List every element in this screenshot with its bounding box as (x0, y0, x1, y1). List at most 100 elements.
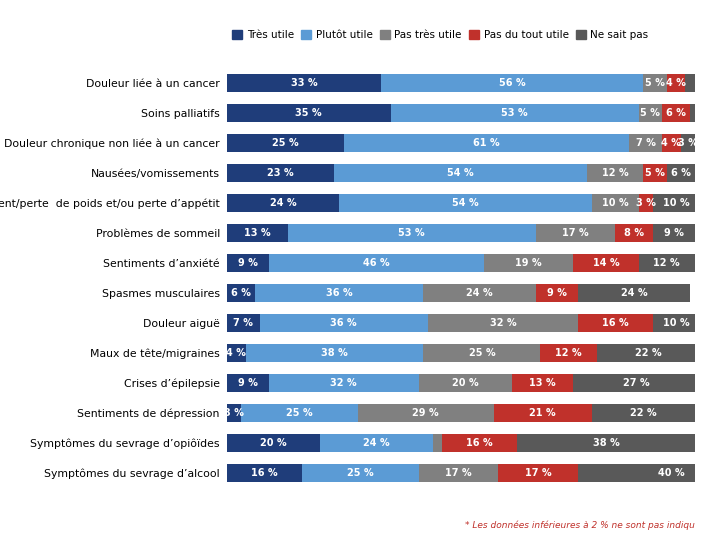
Text: 3 %: 3 % (224, 408, 244, 418)
Bar (639, 254, 695, 272)
Bar (358, 404, 494, 422)
Text: 5 %: 5 % (645, 78, 665, 88)
Bar (442, 434, 517, 452)
Text: 29 %: 29 % (413, 408, 439, 418)
Bar (592, 404, 695, 422)
Bar (536, 225, 615, 242)
Text: 4 %: 4 % (226, 348, 246, 358)
Bar (644, 164, 667, 182)
Text: 36 %: 36 % (326, 288, 352, 298)
Bar (577, 285, 690, 302)
Bar (573, 374, 700, 392)
Text: 32 %: 32 % (490, 318, 516, 328)
Bar (629, 134, 662, 152)
Bar (423, 285, 536, 302)
Bar (227, 254, 269, 272)
Bar (227, 285, 255, 302)
Text: 14 %: 14 % (593, 258, 619, 268)
Bar (320, 434, 433, 452)
Text: 17 %: 17 % (562, 228, 589, 238)
Bar (339, 194, 592, 212)
Bar (227, 75, 382, 92)
Text: 25 %: 25 % (286, 408, 312, 418)
Bar (596, 345, 700, 362)
Bar (255, 285, 423, 302)
Bar (269, 254, 484, 272)
Text: 10 %: 10 % (663, 198, 689, 208)
Text: 10 %: 10 % (602, 198, 629, 208)
Bar (639, 104, 662, 122)
Text: 54 %: 54 % (448, 168, 474, 178)
Text: 9 %: 9 % (238, 258, 258, 268)
Text: 6 %: 6 % (666, 108, 686, 118)
Bar (382, 75, 644, 92)
Bar (269, 374, 419, 392)
Bar (577, 464, 720, 482)
Text: 46 %: 46 % (364, 258, 390, 268)
Bar (540, 345, 596, 362)
Bar (419, 464, 498, 482)
Text: 3 %: 3 % (678, 138, 698, 148)
Text: 17 %: 17 % (445, 468, 472, 478)
Text: 9 %: 9 % (546, 288, 567, 298)
Text: 32 %: 32 % (330, 378, 357, 388)
Bar (573, 254, 639, 272)
Bar (227, 225, 288, 242)
Text: 56 %: 56 % (499, 78, 526, 88)
Bar (423, 345, 540, 362)
Bar (639, 194, 652, 212)
Text: 4 %: 4 % (662, 138, 681, 148)
Bar (615, 225, 653, 242)
Text: * Les données inférieures à 2 % ne sont pas indiqu: * Les données inférieures à 2 % ne sont … (465, 521, 695, 530)
Text: 24 %: 24 % (467, 288, 492, 298)
Bar (227, 434, 320, 452)
Text: 24 %: 24 % (270, 198, 296, 208)
Text: 20 %: 20 % (261, 438, 287, 448)
Bar (227, 374, 269, 392)
Text: 6 %: 6 % (231, 288, 251, 298)
Bar (246, 345, 423, 362)
Bar (227, 104, 391, 122)
Text: 36 %: 36 % (330, 318, 357, 328)
Text: 9 %: 9 % (238, 378, 258, 388)
Bar (536, 285, 578, 302)
Bar (588, 164, 644, 182)
Bar (302, 464, 419, 482)
Bar (498, 464, 577, 482)
Bar (662, 134, 681, 152)
Text: 4 %: 4 % (666, 78, 686, 88)
Bar (227, 194, 339, 212)
Text: 17 %: 17 % (525, 468, 552, 478)
Bar (667, 75, 685, 92)
Bar (227, 314, 260, 332)
Bar (344, 134, 629, 152)
Bar (653, 314, 700, 332)
Text: 21 %: 21 % (529, 408, 556, 418)
Text: 23 %: 23 % (267, 168, 294, 178)
Text: 53 %: 53 % (501, 108, 528, 118)
Bar (260, 314, 428, 332)
Text: 7 %: 7 % (636, 138, 656, 148)
Bar (227, 464, 302, 482)
Text: 9 %: 9 % (664, 228, 684, 238)
Legend: Très utile, Plutôt utile, Pas très utile, Pas du tout utile, Ne sait pas: Très utile, Plutôt utile, Pas très utile… (232, 30, 649, 40)
Bar (653, 225, 695, 242)
Bar (227, 345, 246, 362)
Bar (484, 254, 573, 272)
Bar (685, 75, 695, 92)
Text: 19 %: 19 % (516, 258, 542, 268)
Text: 12 %: 12 % (654, 258, 680, 268)
Text: 7 %: 7 % (233, 318, 253, 328)
Text: 25 %: 25 % (469, 348, 495, 358)
Text: 22 %: 22 % (630, 408, 657, 418)
Text: 24 %: 24 % (364, 438, 390, 448)
Text: 22 %: 22 % (635, 348, 661, 358)
Text: 16 %: 16 % (602, 318, 629, 328)
Text: 38 %: 38 % (321, 348, 348, 358)
Bar (391, 104, 639, 122)
Bar (227, 164, 334, 182)
Bar (577, 314, 652, 332)
Bar (227, 404, 240, 422)
Text: 33 %: 33 % (291, 78, 318, 88)
Text: 5 %: 5 % (640, 108, 660, 118)
